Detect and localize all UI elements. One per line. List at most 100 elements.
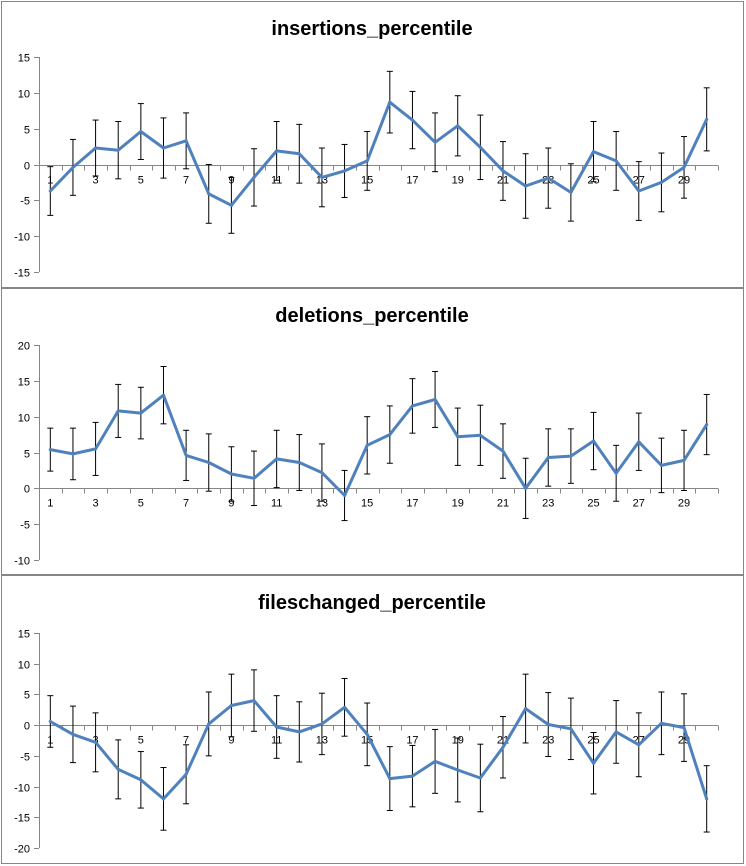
- chart-title: insertions_percentile: [271, 18, 472, 40]
- y-tick-label: 0: [24, 161, 30, 173]
- data-point: [388, 100, 392, 104]
- data-point: [433, 397, 437, 401]
- x-tick-label: 25: [587, 498, 599, 510]
- x-tick-label: 5: [138, 175, 144, 187]
- data-point: [207, 192, 211, 196]
- data-point: [546, 723, 550, 727]
- data-point: [478, 776, 482, 780]
- data-point: [410, 774, 414, 778]
- data-point: [659, 721, 663, 725]
- data-point: [614, 730, 618, 734]
- x-tick-label: 17: [406, 498, 418, 510]
- x-tick-label: 1: [47, 498, 53, 510]
- x-tick-label: 7: [183, 498, 189, 510]
- data-point: [116, 148, 120, 152]
- y-tick-label: 0: [24, 721, 30, 733]
- data-point: [705, 117, 709, 121]
- data-point: [659, 463, 663, 467]
- x-tick-label: 21: [497, 498, 509, 510]
- data-point: [116, 767, 120, 771]
- data-point: [456, 124, 460, 128]
- data-point: [252, 476, 256, 480]
- data-point: [71, 165, 75, 169]
- data-point: [478, 145, 482, 149]
- data-point: [229, 703, 233, 707]
- x-tick-label: 3: [93, 498, 99, 510]
- y-tick-label: 15: [18, 53, 30, 65]
- x-tick-label: 23: [542, 498, 554, 510]
- data-point: [682, 726, 686, 730]
- data-point: [320, 471, 324, 475]
- chart-title: fileschanged_percentile: [258, 592, 486, 614]
- data-point: [252, 699, 256, 703]
- y-tick-label: -10: [14, 783, 30, 795]
- x-tick-label: 5: [138, 735, 144, 747]
- data-point: [343, 705, 347, 709]
- data-point: [614, 159, 618, 163]
- y-tick-label: -15: [14, 268, 30, 280]
- data-point: [229, 203, 233, 207]
- series-line: [48, 699, 709, 801]
- data-point: [433, 759, 437, 763]
- x-tick-label: 15: [361, 498, 373, 510]
- data-point: [501, 745, 505, 749]
- data-point: [637, 440, 641, 444]
- x-tick-label: 11: [271, 498, 282, 510]
- x-tick-label: 9: [228, 498, 234, 510]
- data-point: [592, 150, 596, 154]
- y-tick-label: 5: [24, 125, 30, 137]
- data-point: [592, 439, 596, 443]
- x-tick-label: 17: [406, 175, 418, 187]
- data-point: [207, 461, 211, 465]
- data-point: [546, 456, 550, 460]
- y-tick-label: -5: [20, 520, 30, 532]
- data-point: [275, 457, 279, 461]
- data-point: [546, 176, 550, 180]
- x-tick-label: 9: [228, 735, 234, 747]
- data-point: [569, 454, 573, 458]
- data-point: [456, 768, 460, 772]
- data-point: [184, 139, 188, 143]
- data-point: [524, 184, 528, 188]
- data-point: [365, 732, 369, 736]
- data-point: [501, 169, 505, 173]
- y-tick-label: 10: [18, 89, 30, 101]
- data-point: [297, 730, 301, 734]
- data-point: [614, 471, 618, 475]
- data-point: [320, 722, 324, 726]
- series-line: [48, 393, 709, 497]
- data-point: [184, 453, 188, 457]
- data-point: [637, 743, 641, 747]
- data-point: [365, 443, 369, 447]
- data-point: [139, 778, 143, 782]
- data-point: [705, 797, 709, 801]
- data-point: [410, 118, 414, 122]
- x-tick-label: 7: [183, 175, 189, 187]
- data-point: [116, 409, 120, 413]
- data-point: [94, 740, 98, 744]
- data-point: [365, 159, 369, 163]
- data-point: [71, 732, 75, 736]
- data-point: [682, 458, 686, 462]
- chart-frame: [1, 288, 744, 575]
- data-point: [139, 411, 143, 415]
- x-tick-label: 29: [678, 498, 690, 510]
- data-point: [297, 152, 301, 156]
- data-point: [139, 130, 143, 134]
- data-point: [343, 494, 347, 497]
- chart-panel-1: insertions_percentile151050-5-10-1513579…: [1, 1, 744, 288]
- data-point: [410, 404, 414, 408]
- data-point: [48, 448, 52, 452]
- y-tick-label: -10: [14, 232, 30, 244]
- data-point: [524, 486, 528, 490]
- y-tick-label: 0: [24, 484, 30, 496]
- data-point: [229, 472, 233, 476]
- data-point: [637, 189, 641, 193]
- y-tick-label: -10: [14, 556, 30, 568]
- y-tick-label: 5: [24, 690, 30, 702]
- data-point: [275, 725, 279, 729]
- data-point: [682, 165, 686, 169]
- x-tick-label: 27: [633, 498, 645, 510]
